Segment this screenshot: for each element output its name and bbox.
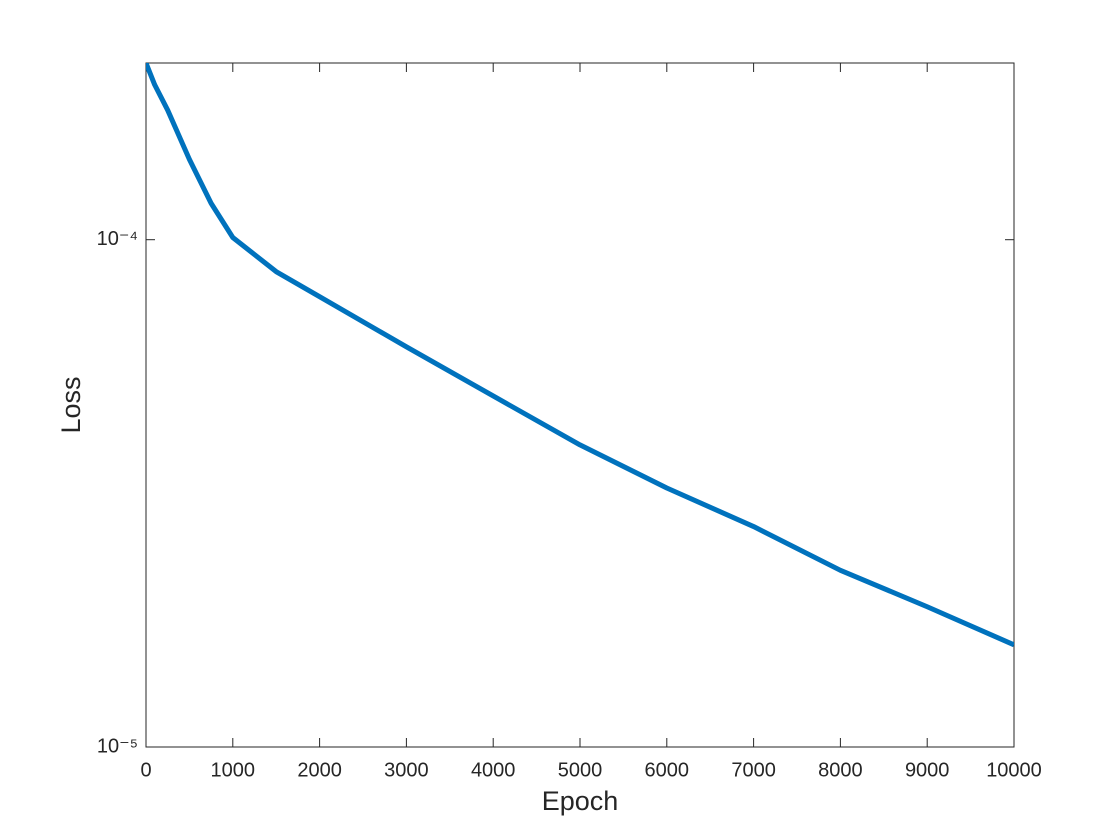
x-tick-label: 4000	[471, 759, 516, 781]
plot-box	[145, 62, 1015, 748]
x-tick-label: 8000	[818, 759, 863, 781]
x-tick-label: 3000	[384, 759, 429, 781]
x-tick-label: 0	[140, 759, 151, 781]
x-tick-label: 9000	[905, 759, 950, 781]
x-tick-label: 6000	[645, 759, 690, 781]
y-tick-label: 10⁻⁵	[97, 735, 138, 757]
x-axis-label: Epoch	[542, 786, 619, 816]
loss-line	[146, 63, 1014, 648]
y-axis-label: Loss	[56, 376, 86, 433]
x-tick-label: 5000	[558, 759, 603, 781]
x-tick-label: 7000	[731, 759, 776, 781]
x-tick-label: 10000	[986, 759, 1042, 781]
y-tick-label: 10⁻⁴	[97, 228, 138, 250]
x-tick-label: 1000	[211, 759, 256, 781]
x-tick-label: 2000	[297, 759, 342, 781]
